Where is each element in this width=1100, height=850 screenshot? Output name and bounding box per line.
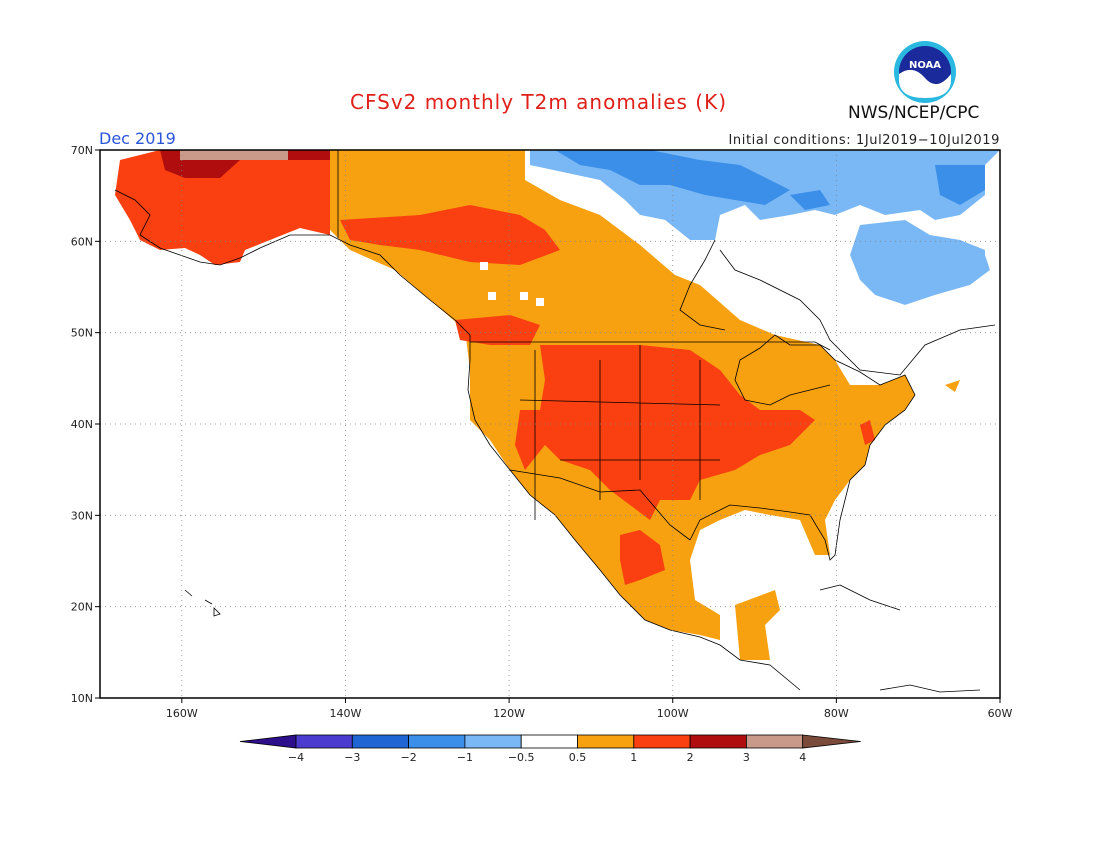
anomaly-neg-1-2-region: [935, 165, 985, 205]
chart-title: CFSv2 monthly T2m anomalies (K): [350, 90, 727, 114]
colorbar: −4 −3 −2 −1 −0.5 0.5 1 2 3 4: [239, 734, 861, 764]
colorbar-label: −3: [344, 751, 360, 764]
initial-conditions: Initial conditions: 1Jul2019−10Jul2019: [728, 133, 1000, 148]
colorbar-segment: [351, 734, 409, 749]
colorbar-label: −0.5: [508, 751, 535, 764]
anomaly-1-2-region: [515, 410, 545, 470]
anomaly-neutral-region: [480, 262, 488, 270]
colorbar-label: 2: [687, 751, 694, 764]
lat-tick-label: 50N: [71, 327, 93, 340]
colorbar-label: −2: [400, 751, 416, 764]
colorbar-segment: [633, 734, 691, 749]
lon-tick-label: 140W: [330, 707, 362, 720]
lon-tick-label: 80W: [824, 707, 849, 720]
colorbar-label: 4: [799, 751, 806, 764]
anomaly-neutral-region: [520, 292, 528, 300]
colorbar-segment: [689, 734, 747, 749]
anomaly-neutral-region: [536, 298, 544, 306]
lon-tick-label: 120W: [493, 707, 525, 720]
colorbar-arrow-high: [802, 734, 861, 749]
anomaly-0.5-1-region: [945, 380, 960, 392]
colorbar-label: −1: [457, 751, 473, 764]
colorbar-arrow-low: [239, 734, 297, 749]
colorbar-segment: [746, 734, 804, 749]
colorbar-segment: [577, 734, 635, 749]
noaa-logo-icon: NOAA: [894, 41, 956, 103]
lat-tick-label: 30N: [71, 509, 93, 522]
anomaly-neg-1-2-region: [790, 190, 830, 210]
colorbar-segment: [464, 734, 522, 749]
map-grid: [100, 150, 1000, 698]
lat-tick-label: 10N: [71, 692, 93, 705]
colorbar-label: 0.5: [569, 751, 587, 764]
anomaly-neutral-region: [488, 292, 496, 300]
svg-text:NOAA: NOAA: [909, 60, 941, 71]
anomaly-neg-1-2-region: [555, 150, 790, 205]
colorbar-label: 3: [743, 751, 750, 764]
anomaly-neutral-region: [530, 150, 1000, 370]
colorbar-segment: [520, 734, 578, 749]
forecast-month: Dec 2019: [99, 129, 176, 148]
anomaly-1-2-region: [340, 205, 560, 265]
agency-label: NWS/NCEP/CPC: [848, 103, 980, 123]
anomaly-1-2-region: [620, 530, 665, 585]
anomaly-3-4-region: [180, 150, 288, 160]
lon-tick-label: 60W: [988, 707, 1013, 720]
axis-labels: 160W 140W 120W 100W 80W 60W 10N 20N 30N 40N 50N 60N…: [71, 144, 1013, 720]
lat-tick-label: 20N: [71, 601, 93, 614]
colorbar-segment: [295, 734, 353, 749]
colorbar-label: −4: [288, 751, 304, 764]
colorbar-segment: [408, 734, 466, 749]
lon-tick-label: 160W: [166, 707, 198, 720]
lon-tick-label: 100W: [657, 707, 689, 720]
anomaly-1-2-region: [860, 420, 875, 445]
anomaly-0.5-1-region: [735, 590, 780, 660]
lat-tick-label: 60N: [71, 235, 93, 248]
lat-tick-label: 70N: [71, 144, 93, 157]
colorbar-label: 1: [630, 751, 637, 764]
anomaly-1-2-region: [115, 150, 330, 265]
anomaly-1-2-region: [455, 315, 540, 345]
lat-tick-label: 40N: [71, 418, 93, 431]
anomaly-1-2-region: [540, 345, 815, 520]
